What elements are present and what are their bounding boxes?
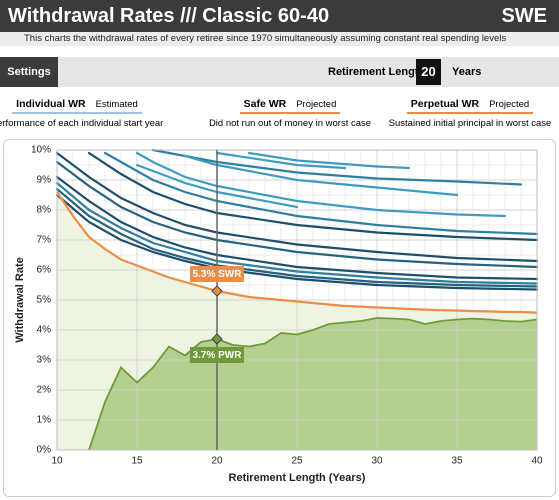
legend-tag: Projected — [296, 99, 337, 110]
pwr-line — [88, 317, 538, 451]
chart-frame — [3, 139, 556, 497]
y-tick-label: 0% — [37, 445, 52, 456]
annotation-marker — [211, 285, 223, 297]
legend-desc: Sustained initial principal in worst cas… — [388, 118, 552, 129]
legend-head: Perpetual WR Projected — [406, 98, 534, 114]
plot-border — [56, 149, 538, 451]
y-tick-label: 10% — [31, 145, 51, 156]
header: Withdrawal Rates /// Classic 60-40 SWE — [0, 0, 559, 32]
x-tick-label: 20 — [211, 456, 223, 467]
y-axis-label: Withdrawal Rate — [14, 257, 26, 342]
individual-line — [55, 181, 539, 285]
subtitle-bar: This charts the withdrawal rates of ever… — [0, 32, 559, 46]
x-axis-label: Retirement Length (Years) — [229, 472, 366, 484]
individual-line — [55, 187, 539, 288]
x-tick-label: 40 — [531, 456, 543, 467]
length-label: Retirement Length — [328, 66, 426, 78]
settings-button[interactable]: Settings — [0, 57, 58, 87]
length-unit: Years — [452, 66, 482, 78]
individual-line — [55, 175, 539, 281]
individual-line — [151, 148, 523, 186]
y-tick-label: 2% — [37, 385, 52, 396]
y-tick-label: 7% — [37, 235, 52, 246]
individual-line — [135, 151, 507, 218]
legend-title: Safe WR — [243, 98, 287, 110]
y-tick-label: 8% — [37, 205, 52, 216]
annotation-box — [190, 266, 244, 282]
x-tick-label: 30 — [371, 456, 383, 467]
x-tick-label: 35 — [451, 456, 463, 467]
annotation-marker — [211, 333, 223, 345]
annotation-box — [190, 347, 244, 363]
subtitle: This charts the withdrawal rates of ever… — [24, 33, 507, 44]
legend-title: Perpetual WR — [410, 98, 480, 110]
y-tick-label: 9% — [37, 175, 52, 186]
individual-line — [183, 154, 459, 197]
legend-item: Safe WR Projected Did not run out of money… — [195, 98, 385, 129]
individual-line — [247, 151, 411, 170]
legend-desc: Did not run out of money in worst case — [208, 118, 372, 129]
y-tick-label: 4% — [37, 325, 52, 336]
length-input[interactable]: 20 — [416, 59, 441, 85]
ticker: SWE — [501, 5, 547, 27]
legend-item: Perpetual WR Projected Sustained initial p… — [375, 98, 559, 129]
individual-line — [55, 160, 539, 269]
x-tick-label: 10 — [51, 456, 63, 467]
y-tick-label: 6% — [37, 265, 52, 276]
x-tick-label: 25 — [291, 456, 303, 467]
individual-line — [55, 193, 539, 291]
annotation-label: 3.7% PWR — [193, 350, 243, 361]
legend-head: Safe WR Projected — [239, 98, 341, 114]
y-tick-label: 3% — [37, 355, 52, 366]
individual-line — [215, 151, 347, 170]
legend-tag: Projected — [489, 99, 530, 110]
y-tick-label: 1% — [37, 415, 52, 426]
legend-item: Individual WR Estimated Performance of eac… — [0, 98, 172, 129]
x-tick-label: 15 — [131, 456, 143, 467]
legend-tag: Estimated — [95, 99, 138, 110]
settings-bar: Settings Retirement Length 20 Years — [0, 57, 559, 87]
annotation-label: 5.3% SWR — [193, 269, 243, 280]
legend-desc: Performance of each individual start yea… — [0, 118, 164, 129]
y-tick-label: 5% — [37, 295, 52, 306]
legend-head: Individual WR Estimated — [12, 98, 142, 114]
title: Withdrawal Rates /// Classic 60-40 — [8, 5, 330, 27]
individual-line — [55, 151, 539, 263]
legend-title: Individual WR — [16, 98, 86, 110]
swr-line — [56, 191, 538, 314]
